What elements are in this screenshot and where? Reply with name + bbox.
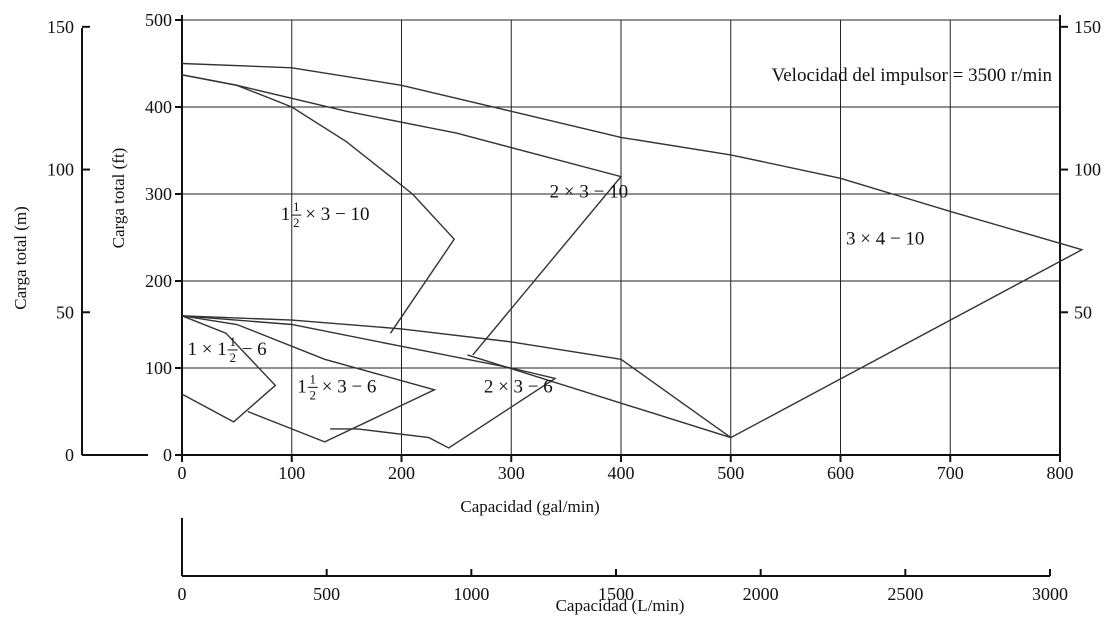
pump-curve-5 [181,315,437,443]
y-tick-label: 100 [145,358,172,378]
x-axis-label: Capacidad (gal/min) [460,497,599,516]
x2-tick-label: 1000 [453,584,489,604]
x-tick-label: 600 [827,463,854,483]
y-tick-label: 200 [145,271,172,291]
curve-label-text: 2 × 3 − 10 [550,181,628,202]
x2-tick-label: 3000 [1032,584,1068,604]
curve-label-frac-den: 2 [309,387,316,402]
curve-label-frac-num: 1 [293,199,300,214]
curve-label-text: 3 × 4 − 10 [846,228,924,249]
curve-label-prefix: 1 [281,204,291,225]
x2-tick-label: 500 [313,584,340,604]
x-tick-label: 300 [498,463,525,483]
x2-tick-label: 2500 [887,584,923,604]
curve-label-prefix: 1 [297,376,307,397]
curve-labels: 3 × 4 − 102 × 3 − 101 12 × 3 − 102 × 3 − 6… [187,181,924,402]
pump-curve-6 [181,315,277,423]
curve-label-6: 1 × 1 12 − 6 [187,334,266,365]
y2-left-tick-label: 150 [47,17,74,37]
curve-label-prefix: 1 × 1 [187,339,226,360]
y2-right-tick-label: 100 [1074,160,1101,180]
y-tick-label: 500 [145,10,172,30]
curve-label-5: 1 12 × 3 − 6 [297,371,376,402]
y2-left-tick-label: 100 [47,160,74,180]
curve-label-suffix: × 3 − 10 [305,204,369,225]
curve-label-suffix: − 6 [242,339,267,360]
x-tick-label: 700 [937,463,964,483]
x2-tick-label: 0 [178,584,187,604]
x2-axis-label: Capacidad (L/min) [556,596,685,615]
axes [81,15,1068,577]
pump-curve-3 [181,315,732,439]
x-tick-label: 500 [717,463,744,483]
y2-right-tick-label: 50 [1074,302,1092,322]
pump-curve-4 [181,315,557,449]
y-tick-label: 300 [145,184,172,204]
x-tick-label: 0 [178,463,187,483]
pump-curve-2 [181,74,456,334]
x-tick-label: 800 [1047,463,1074,483]
pump-curve-0 [181,62,1084,439]
curve-label-4: 2 × 3 − 6 [484,376,553,397]
x-tick-label: 100 [278,463,305,483]
annotation-impeller-speed: Velocidad del impulsor = 3500 r/min [772,65,1053,86]
curve-label-frac-num: 1 [229,334,236,349]
tick-labels: 0 100 200 300 400 500 600 700 800010020030040050… [47,10,1101,604]
y2-right-tick-label: 150 [1074,17,1101,37]
pump-curves [181,62,1084,449]
y2-left-axis-label: Carga total (m) [11,206,30,310]
y2-left-tick-label: 50 [56,302,74,322]
curve-label-1: 2 × 3 − 10 [550,181,628,202]
y-tick-label: 400 [145,97,172,117]
x-tick-label: 400 [608,463,635,483]
curve-label-0: 3 × 4 − 10 [846,228,924,249]
y2-left-tick-label: 0 [65,445,74,465]
x-tick-label: 200 [388,463,415,483]
x2-tick-label: 2000 [743,584,779,604]
curve-label-text: 2 × 3 − 6 [484,376,553,397]
x2-tick-label: 1500 [598,584,634,604]
curve-label-frac-num: 1 [309,371,316,386]
curve-label-2: 1 12 × 3 − 10 [281,199,370,230]
y-axis-label: Carga total (ft) [109,148,128,249]
curve-label-suffix: × 3 − 6 [322,376,377,397]
y-tick-label: 0 [163,445,172,465]
curve-label-frac-den: 2 [229,350,236,365]
curve-label-frac-den: 2 [293,215,300,230]
